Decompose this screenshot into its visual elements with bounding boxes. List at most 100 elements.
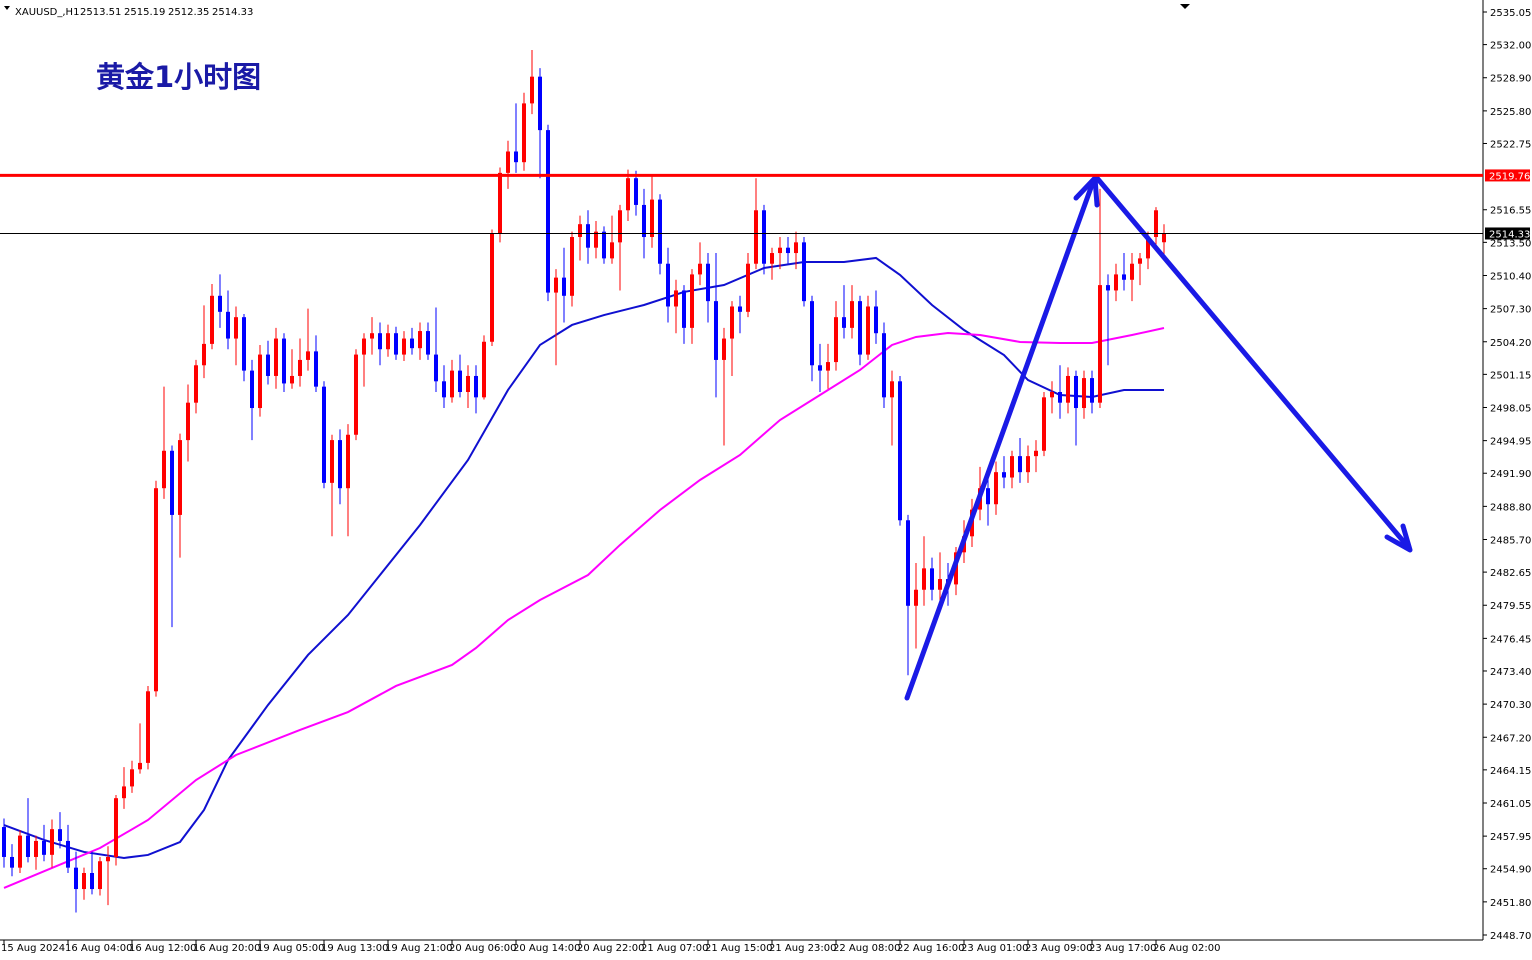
candle-body — [994, 472, 998, 505]
moving-average — [3, 326, 1165, 889]
candle-body — [282, 338, 286, 384]
candle-body — [354, 354, 358, 435]
y-tick-label: 2485.70 — [1490, 536, 1531, 547]
price-level-tag — [1485, 169, 1530, 182]
candle-body — [466, 375, 470, 392]
candle-body — [698, 263, 702, 275]
candle-body — [106, 856, 110, 862]
candle-body — [706, 263, 710, 302]
price-level-tag — [1485, 227, 1530, 240]
candle-body — [498, 172, 502, 234]
candle-body — [26, 835, 30, 857]
candle-body — [290, 375, 294, 384]
candle-body — [130, 769, 134, 787]
y-tick-label: 2507.30 — [1490, 305, 1531, 316]
candle-body — [538, 76, 542, 131]
candle-body — [858, 301, 862, 355]
candle-body — [90, 873, 94, 890]
candle-body — [1018, 456, 1022, 473]
ohlc-value: 2513.51 — [80, 7, 121, 18]
candle-body — [114, 798, 118, 857]
candle-body — [490, 233, 494, 342]
candle-body — [1098, 285, 1102, 403]
menu-triangle — [4, 6, 10, 10]
candle-body — [898, 381, 902, 521]
x-tick-label: 19 Aug 05:00 — [257, 943, 324, 954]
x-tick-label: 20 Aug 06:00 — [449, 943, 516, 954]
candle-body — [522, 103, 526, 163]
candle-body — [1010, 456, 1014, 478]
candle-body — [570, 237, 574, 296]
candle-body — [554, 277, 558, 293]
candle-body — [754, 210, 758, 264]
candle-body — [58, 829, 62, 841]
candle-body — [434, 354, 438, 382]
candle-body — [346, 434, 350, 489]
candle-body — [1090, 378, 1094, 403]
y-tick-label: 2461.05 — [1490, 799, 1531, 810]
candle-body — [474, 375, 478, 398]
shift-marker — [1180, 4, 1190, 9]
y-tick-label: 2522.75 — [1490, 139, 1531, 150]
candle-body — [586, 224, 590, 248]
candle-body — [98, 861, 102, 890]
candle-body — [258, 354, 262, 409]
x-tick-label: 22 Aug 08:00 — [833, 943, 900, 954]
candle-body — [746, 263, 750, 312]
candle-body — [178, 440, 182, 515]
candle-body — [602, 231, 606, 259]
candle-body — [738, 306, 742, 312]
candle-body — [730, 306, 734, 339]
candle-body — [1034, 450, 1038, 457]
y-tick-label: 2476.45 — [1490, 634, 1531, 645]
price-level-label: 2514.33 — [1489, 229, 1530, 240]
candle-body — [122, 786, 126, 799]
y-tick-label: 2525.80 — [1490, 107, 1531, 118]
ohlc-value: 2515.19 — [124, 7, 165, 18]
x-tick-label: 23 Aug 09:00 — [1025, 943, 1092, 954]
candle-body — [82, 873, 86, 890]
candle-body — [514, 151, 518, 163]
candle-body — [690, 274, 694, 328]
y-tick-label: 2535.05 — [1490, 8, 1531, 19]
candle-body — [426, 331, 430, 355]
candle-body — [186, 402, 190, 441]
candle-body — [1050, 391, 1054, 398]
candle-body — [506, 151, 510, 173]
candle-body — [562, 277, 566, 296]
x-tick-label: 22 Aug 16:00 — [897, 943, 964, 954]
y-tick-label: 2470.30 — [1490, 700, 1531, 711]
candle-body — [250, 370, 254, 409]
candle-body — [1042, 397, 1046, 451]
candle-body — [530, 76, 534, 104]
candle-body — [1026, 456, 1030, 473]
x-tick-label: 23 Aug 01:00 — [961, 943, 1028, 954]
candle-body — [650, 199, 654, 238]
y-tick-label: 2528.90 — [1490, 74, 1531, 85]
candle-body — [770, 253, 774, 264]
candle-body — [906, 520, 910, 606]
candle-body — [786, 247, 790, 254]
y-tick-label: 2516.55 — [1490, 206, 1531, 217]
candle-body — [1162, 233, 1166, 243]
candle-body — [842, 317, 846, 328]
candle-body — [546, 130, 550, 293]
candle-body — [1138, 258, 1142, 264]
y-tick-label: 2479.55 — [1490, 601, 1531, 612]
candle-body — [634, 178, 638, 205]
y-tick-label: 2488.80 — [1490, 502, 1531, 513]
candle-body — [1122, 274, 1126, 280]
x-tick-label: 20 Aug 14:00 — [513, 943, 580, 954]
candle-body — [1106, 285, 1110, 291]
candle-body — [986, 488, 990, 505]
candle-body — [722, 338, 726, 360]
x-tick-label: 20 Aug 22:00 — [577, 943, 644, 954]
candle-body — [1002, 472, 1006, 478]
x-tick-label: 19 Aug 21:00 — [385, 943, 452, 954]
candle-body — [890, 381, 894, 398]
candle-body — [866, 306, 870, 355]
down-arrow — [1094, 175, 1412, 551]
y-tick-label: 2494.95 — [1490, 437, 1531, 448]
ohlc-header: 2513.51 2515.19 2512.35 2514.33 — [80, 7, 253, 18]
candle-body — [1114, 274, 1118, 291]
